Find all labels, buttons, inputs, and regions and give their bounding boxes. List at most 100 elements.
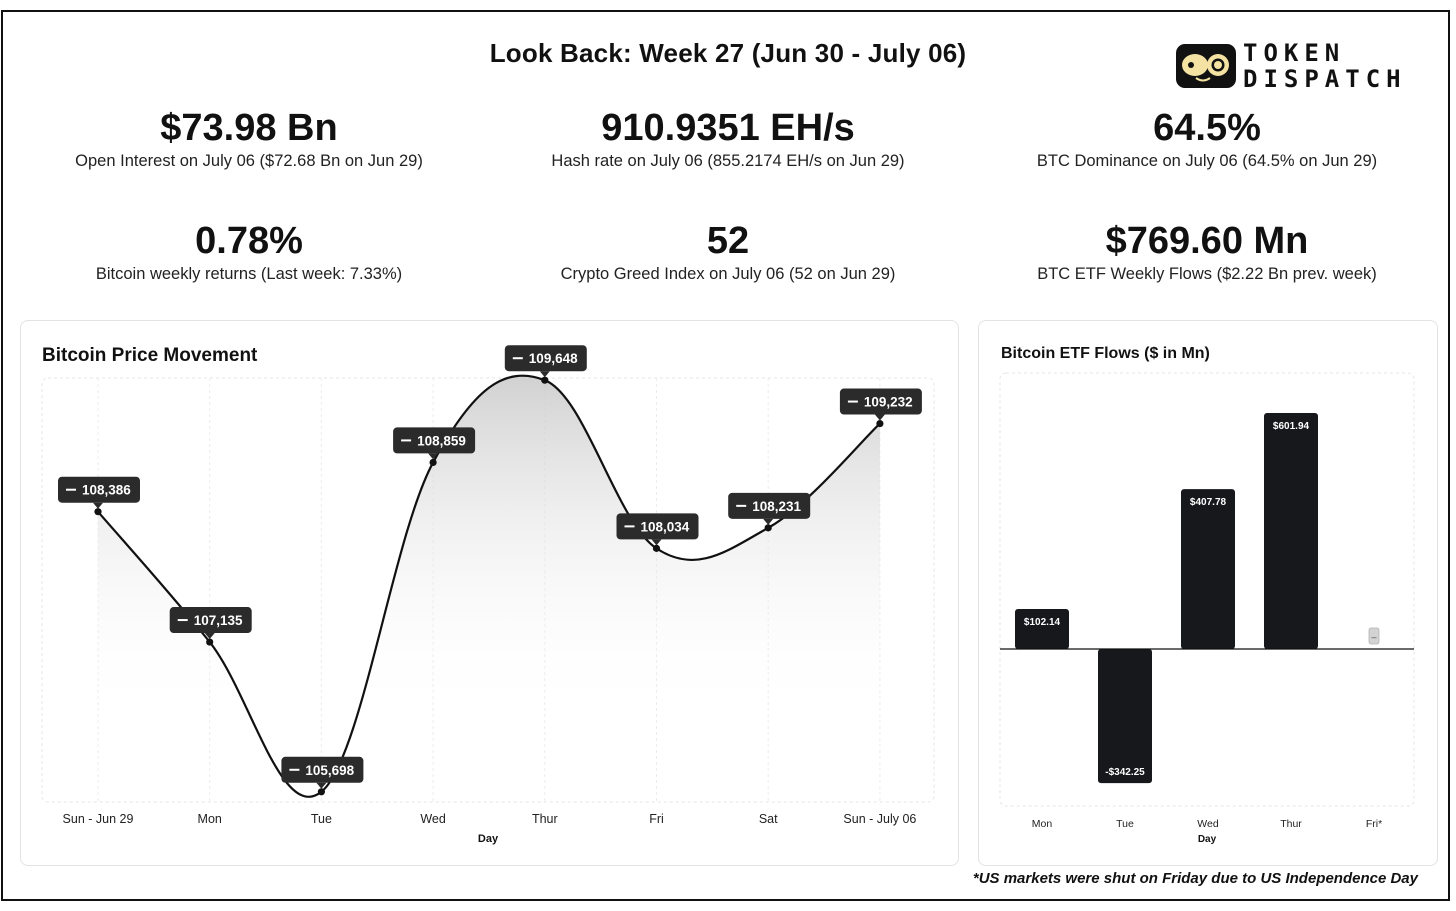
price-point: 108,859 — [393, 427, 476, 467]
price-tooltip: 108,386 — [58, 476, 140, 509]
logo-text-line1: TOKEN — [1243, 39, 1346, 67]
price-point-marker — [764, 524, 772, 532]
etf-bar-group: $407.78 — [1181, 489, 1235, 649]
price-point-marker — [317, 788, 325, 796]
page-title: Look Back: Week 27 (Jun 30 - July 06) — [489, 38, 967, 68]
tooltip-box — [839, 388, 922, 415]
x-tick-label: Fri* — [1366, 818, 1382, 830]
etf-bar-group: -$342.25 — [1098, 649, 1152, 784]
x-tick-label: Sun - Jun 29 — [63, 812, 134, 826]
logo-text-line2: DISPATCH — [1243, 65, 1407, 93]
stat-label: Bitcoin weekly returns (Last week: 7.33%… — [95, 265, 403, 283]
stat-weekly-returns: 0.78% Bitcoin weekly returns (Last week:… — [9, 219, 489, 284]
tooltip-pointer — [874, 414, 885, 421]
etf-bar — [1098, 649, 1152, 784]
price-point-marker — [94, 508, 102, 516]
price-tooltip: 105,698 — [281, 756, 364, 789]
stat-label: BTC ETF Weekly Flows ($2.22 Bn prev. wee… — [1037, 265, 1377, 283]
price-point: 108,231 — [728, 492, 811, 532]
stat-label: Crypto Greed Index on July 06 (52 on Jun… — [560, 265, 896, 283]
x-tick-label: Tue — [311, 812, 332, 826]
tooltip-pointer — [428, 453, 439, 460]
price-data-label: 108,859 — [417, 433, 466, 448]
x-tick-label: Mon — [198, 812, 222, 826]
stat-value: 52 — [706, 220, 750, 262]
price-tooltip: 108,859 — [393, 427, 476, 460]
bitcoin-price-line-chart: 108,386 107,135 105,698 108,859 109,648 108,0… — [41, 345, 935, 845]
stat-label: BTC Dominance on July 06 (64.5% on Jun 2… — [1036, 152, 1378, 170]
stat-greed-index: 52 Crypto Greed Index on July 06 (52 on … — [488, 219, 968, 284]
price-point-marker — [652, 544, 661, 552]
price-point: 108,034 — [616, 513, 699, 552]
tooltip-box — [504, 345, 587, 372]
logo-face-icon — [1176, 44, 1236, 88]
tooltip-pointer — [763, 518, 774, 525]
price-point-marker — [206, 638, 214, 646]
price-data-label: 109,648 — [529, 351, 578, 366]
price-point: 105,698 — [281, 756, 364, 796]
x-tick-label: Tue — [1116, 818, 1134, 830]
stat-hash-rate: 910.9351 EH/s Hash rate on July 06 (855.… — [488, 106, 968, 171]
price-point-marker — [429, 458, 437, 467]
etf-bar-group: $601.94 — [1264, 413, 1318, 649]
price-point: 109,648 — [504, 345, 587, 384]
x-tick-label: Thur — [532, 812, 558, 826]
plot-area — [41, 377, 935, 803]
stat-value: $769.60 Mn — [1105, 220, 1309, 262]
tooltip-box — [281, 756, 364, 783]
price-data-label: 108,034 — [641, 519, 690, 534]
tooltip-pointer — [651, 539, 662, 546]
stat-btc-dominance: 64.5% BTC Dominance on July 06 (64.5% on… — [967, 106, 1447, 171]
tooltip-pointer — [316, 782, 327, 789]
tooltip-box — [58, 476, 140, 503]
empty-value-marker — [1368, 627, 1380, 645]
x-tick-label: Thur — [1280, 818, 1302, 830]
x-tick-label: Sat — [759, 812, 778, 826]
stat-value: 64.5% — [1153, 107, 1261, 149]
price-tooltip: 109,648 — [504, 345, 587, 378]
stat-label: Open Interest on July 06 ($72.68 Bn on J… — [75, 152, 423, 170]
price-point: 108,386 — [58, 476, 140, 516]
price-tooltip: 108,231 — [728, 492, 811, 525]
x-tick-label: Sun - July 06 — [843, 812, 916, 826]
etf-flows-bar-chart: $102.14 -$342.25 $407.78 $601.94 – Mon Tue Wed T… — [999, 372, 1415, 845]
stat-etf-weekly-flows: $769.60 Mn BTC ETF Weekly Flows ($2.22 B… — [967, 219, 1447, 284]
tooltip-box — [616, 513, 699, 540]
etf-bar-group: $102.14 — [1015, 608, 1069, 649]
price-point: 107,135 — [169, 607, 252, 646]
stat-open-interest: $73.98 Bn Open Interest on July 06 ($72.… — [9, 106, 489, 171]
etf-chart-title: Bitcoin ETF Flows ($ in Mn) — [1001, 345, 1210, 362]
stat-label: Hash rate on July 06 (855.2174 EH/s on J… — [551, 152, 905, 170]
etf-bar-group: – — [1368, 627, 1380, 645]
tooltip-pointer — [539, 371, 550, 378]
price-tooltip: 109,232 — [839, 388, 922, 421]
bar-data-label: -$342.25 — [1105, 767, 1145, 778]
price-tooltip: 107,135 — [169, 607, 252, 640]
price-data-label: 105,698 — [305, 763, 354, 778]
outer-frame — [1, 10, 1450, 901]
bar-data-label: $407.78 — [1190, 497, 1227, 508]
tooltip-box — [393, 427, 476, 454]
price-point-marker — [876, 419, 884, 428]
footnote: *US markets were shut on Friday due to U… — [972, 870, 1418, 887]
price-area-fill — [98, 375, 880, 802]
price-data-label: 109,232 — [864, 395, 913, 410]
stat-value: 0.78% — [195, 220, 303, 262]
price-point-marker — [541, 376, 549, 384]
price-data-label: 107,135 — [194, 613, 243, 628]
x-axis-title: Day — [478, 833, 499, 845]
plot-area — [999, 372, 1415, 807]
x-axis-title: Day — [1198, 834, 1217, 845]
price-data-label: 108,231 — [752, 499, 801, 514]
price-data-label: 108,386 — [82, 483, 131, 498]
tooltip-box — [728, 492, 811, 519]
stat-value: $73.98 Bn — [160, 107, 338, 149]
bar-data-label: $601.94 — [1273, 421, 1310, 432]
x-tick-label: Fri — [649, 812, 664, 826]
bar-data-label: – — [1371, 632, 1376, 642]
etf-bar — [1264, 413, 1318, 649]
price-tooltip: 108,034 — [616, 513, 699, 546]
stat-value: 910.9351 EH/s — [601, 107, 855, 149]
etf-bar — [1181, 489, 1235, 649]
tooltip-pointer — [204, 633, 215, 640]
